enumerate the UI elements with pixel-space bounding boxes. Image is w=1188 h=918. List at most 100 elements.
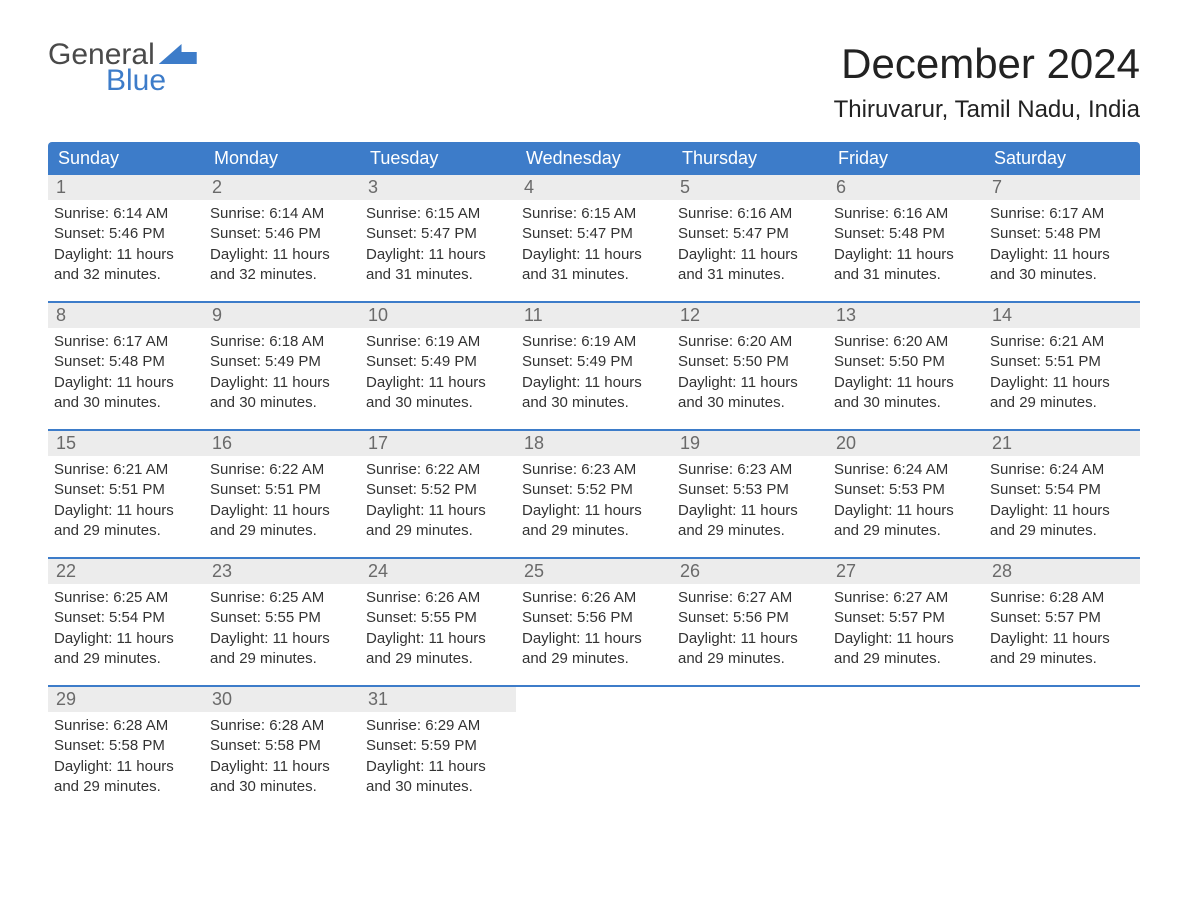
- sunset-text: Sunset: 5:48 PM: [834, 224, 978, 244]
- sunrise-text: Sunrise: 6:17 AM: [54, 332, 198, 352]
- daylight-line2: and 30 minutes.: [834, 393, 978, 413]
- day-body: Sunrise: 6:21 AMSunset: 5:51 PMDaylight:…: [984, 328, 1140, 423]
- daylight-line2: and 29 minutes.: [366, 649, 510, 669]
- sunset-text: Sunset: 5:46 PM: [210, 224, 354, 244]
- weekday-header: Sunday: [48, 142, 204, 175]
- day-number: 17: [360, 431, 516, 456]
- calendar-day: 19Sunrise: 6:23 AMSunset: 5:53 PMDayligh…: [672, 431, 828, 551]
- calendar-day: 21Sunrise: 6:24 AMSunset: 5:54 PMDayligh…: [984, 431, 1140, 551]
- daylight-line1: Daylight: 11 hours: [54, 629, 198, 649]
- day-number: 2: [204, 175, 360, 200]
- weekday-header: Tuesday: [360, 142, 516, 175]
- day-body: Sunrise: 6:14 AMSunset: 5:46 PMDaylight:…: [204, 200, 360, 295]
- day-body: Sunrise: 6:20 AMSunset: 5:50 PMDaylight:…: [828, 328, 984, 423]
- day-number: 11: [516, 303, 672, 328]
- calendar-day: 10Sunrise: 6:19 AMSunset: 5:49 PMDayligh…: [360, 303, 516, 423]
- sunset-text: Sunset: 5:54 PM: [990, 480, 1134, 500]
- day-body: Sunrise: 6:16 AMSunset: 5:48 PMDaylight:…: [828, 200, 984, 295]
- sunrise-text: Sunrise: 6:24 AM: [834, 460, 978, 480]
- weekday-header-row: SundayMondayTuesdayWednesdayThursdayFrid…: [48, 142, 1140, 175]
- calendar-week: 29Sunrise: 6:28 AMSunset: 5:58 PMDayligh…: [48, 685, 1140, 807]
- calendar-day: 24Sunrise: 6:26 AMSunset: 5:55 PMDayligh…: [360, 559, 516, 679]
- sunrise-text: Sunrise: 6:19 AM: [366, 332, 510, 352]
- day-body: Sunrise: 6:15 AMSunset: 5:47 PMDaylight:…: [516, 200, 672, 295]
- sunrise-text: Sunrise: 6:27 AM: [834, 588, 978, 608]
- calendar: SundayMondayTuesdayWednesdayThursdayFrid…: [48, 142, 1140, 807]
- daylight-line2: and 29 minutes.: [990, 393, 1134, 413]
- sunset-text: Sunset: 5:55 PM: [366, 608, 510, 628]
- calendar-day: [984, 687, 1140, 807]
- day-number: 25: [516, 559, 672, 584]
- daylight-line2: and 31 minutes.: [522, 265, 666, 285]
- sunset-text: Sunset: 5:47 PM: [366, 224, 510, 244]
- sunset-text: Sunset: 5:53 PM: [834, 480, 978, 500]
- day-number: 28: [984, 559, 1140, 584]
- sunset-text: Sunset: 5:59 PM: [366, 736, 510, 756]
- sunrise-text: Sunrise: 6:23 AM: [678, 460, 822, 480]
- day-body: Sunrise: 6:20 AMSunset: 5:50 PMDaylight:…: [672, 328, 828, 423]
- sunrise-text: Sunrise: 6:16 AM: [834, 204, 978, 224]
- day-number: 5: [672, 175, 828, 200]
- daylight-line2: and 29 minutes.: [210, 521, 354, 541]
- sunrise-text: Sunrise: 6:26 AM: [522, 588, 666, 608]
- page-header: General Blue December 2024 Thiruvarur, T…: [48, 40, 1140, 124]
- day-number: 23: [204, 559, 360, 584]
- calendar-day: [672, 687, 828, 807]
- calendar-week: 8Sunrise: 6:17 AMSunset: 5:48 PMDaylight…: [48, 301, 1140, 423]
- daylight-line2: and 29 minutes.: [54, 649, 198, 669]
- calendar-day: 11Sunrise: 6:19 AMSunset: 5:49 PMDayligh…: [516, 303, 672, 423]
- day-number: 16: [204, 431, 360, 456]
- daylight-line2: and 32 minutes.: [54, 265, 198, 285]
- daylight-line2: and 31 minutes.: [366, 265, 510, 285]
- calendar-day: 2Sunrise: 6:14 AMSunset: 5:46 PMDaylight…: [204, 175, 360, 295]
- day-body: Sunrise: 6:24 AMSunset: 5:53 PMDaylight:…: [828, 456, 984, 551]
- daylight-line1: Daylight: 11 hours: [990, 373, 1134, 393]
- sunset-text: Sunset: 5:49 PM: [522, 352, 666, 372]
- calendar-day: 4Sunrise: 6:15 AMSunset: 5:47 PMDaylight…: [516, 175, 672, 295]
- day-body: Sunrise: 6:17 AMSunset: 5:48 PMDaylight:…: [48, 328, 204, 423]
- sunset-text: Sunset: 5:46 PM: [54, 224, 198, 244]
- sunset-text: Sunset: 5:58 PM: [210, 736, 354, 756]
- logo: General Blue: [48, 40, 197, 96]
- sunset-text: Sunset: 5:47 PM: [522, 224, 666, 244]
- calendar-day: 5Sunrise: 6:16 AMSunset: 5:47 PMDaylight…: [672, 175, 828, 295]
- daylight-line2: and 30 minutes.: [990, 265, 1134, 285]
- logo-flag-icon: [159, 44, 197, 64]
- calendar-day: 8Sunrise: 6:17 AMSunset: 5:48 PMDaylight…: [48, 303, 204, 423]
- daylight-line2: and 30 minutes.: [366, 777, 510, 797]
- day-number: 20: [828, 431, 984, 456]
- day-body: Sunrise: 6:22 AMSunset: 5:51 PMDaylight:…: [204, 456, 360, 551]
- logo-text-bottom: Blue: [106, 66, 197, 96]
- day-number: 30: [204, 687, 360, 712]
- sunrise-text: Sunrise: 6:19 AM: [522, 332, 666, 352]
- calendar-week: 15Sunrise: 6:21 AMSunset: 5:51 PMDayligh…: [48, 429, 1140, 551]
- sunrise-text: Sunrise: 6:24 AM: [990, 460, 1134, 480]
- daylight-line2: and 29 minutes.: [522, 649, 666, 669]
- month-title: December 2024: [834, 40, 1140, 88]
- day-number: 31: [360, 687, 516, 712]
- day-body: Sunrise: 6:21 AMSunset: 5:51 PMDaylight:…: [48, 456, 204, 551]
- day-body: Sunrise: 6:17 AMSunset: 5:48 PMDaylight:…: [984, 200, 1140, 295]
- daylight-line1: Daylight: 11 hours: [366, 245, 510, 265]
- sunrise-text: Sunrise: 6:21 AM: [54, 460, 198, 480]
- day-body: Sunrise: 6:26 AMSunset: 5:55 PMDaylight:…: [360, 584, 516, 679]
- calendar-day: 31Sunrise: 6:29 AMSunset: 5:59 PMDayligh…: [360, 687, 516, 807]
- day-number: 14: [984, 303, 1140, 328]
- calendar-day: 20Sunrise: 6:24 AMSunset: 5:53 PMDayligh…: [828, 431, 984, 551]
- daylight-line2: and 31 minutes.: [678, 265, 822, 285]
- day-body: Sunrise: 6:18 AMSunset: 5:49 PMDaylight:…: [204, 328, 360, 423]
- day-body: Sunrise: 6:28 AMSunset: 5:57 PMDaylight:…: [984, 584, 1140, 679]
- sunrise-text: Sunrise: 6:25 AM: [210, 588, 354, 608]
- daylight-line1: Daylight: 11 hours: [834, 373, 978, 393]
- calendar-week: 22Sunrise: 6:25 AMSunset: 5:54 PMDayligh…: [48, 557, 1140, 679]
- daylight-line2: and 30 minutes.: [678, 393, 822, 413]
- day-body: Sunrise: 6:19 AMSunset: 5:49 PMDaylight:…: [516, 328, 672, 423]
- calendar-day: 29Sunrise: 6:28 AMSunset: 5:58 PMDayligh…: [48, 687, 204, 807]
- sunrise-text: Sunrise: 6:22 AM: [366, 460, 510, 480]
- day-body: Sunrise: 6:28 AMSunset: 5:58 PMDaylight:…: [204, 712, 360, 807]
- daylight-line2: and 29 minutes.: [210, 649, 354, 669]
- daylight-line1: Daylight: 11 hours: [522, 245, 666, 265]
- weekday-header: Monday: [204, 142, 360, 175]
- day-number: 6: [828, 175, 984, 200]
- sunset-text: Sunset: 5:53 PM: [678, 480, 822, 500]
